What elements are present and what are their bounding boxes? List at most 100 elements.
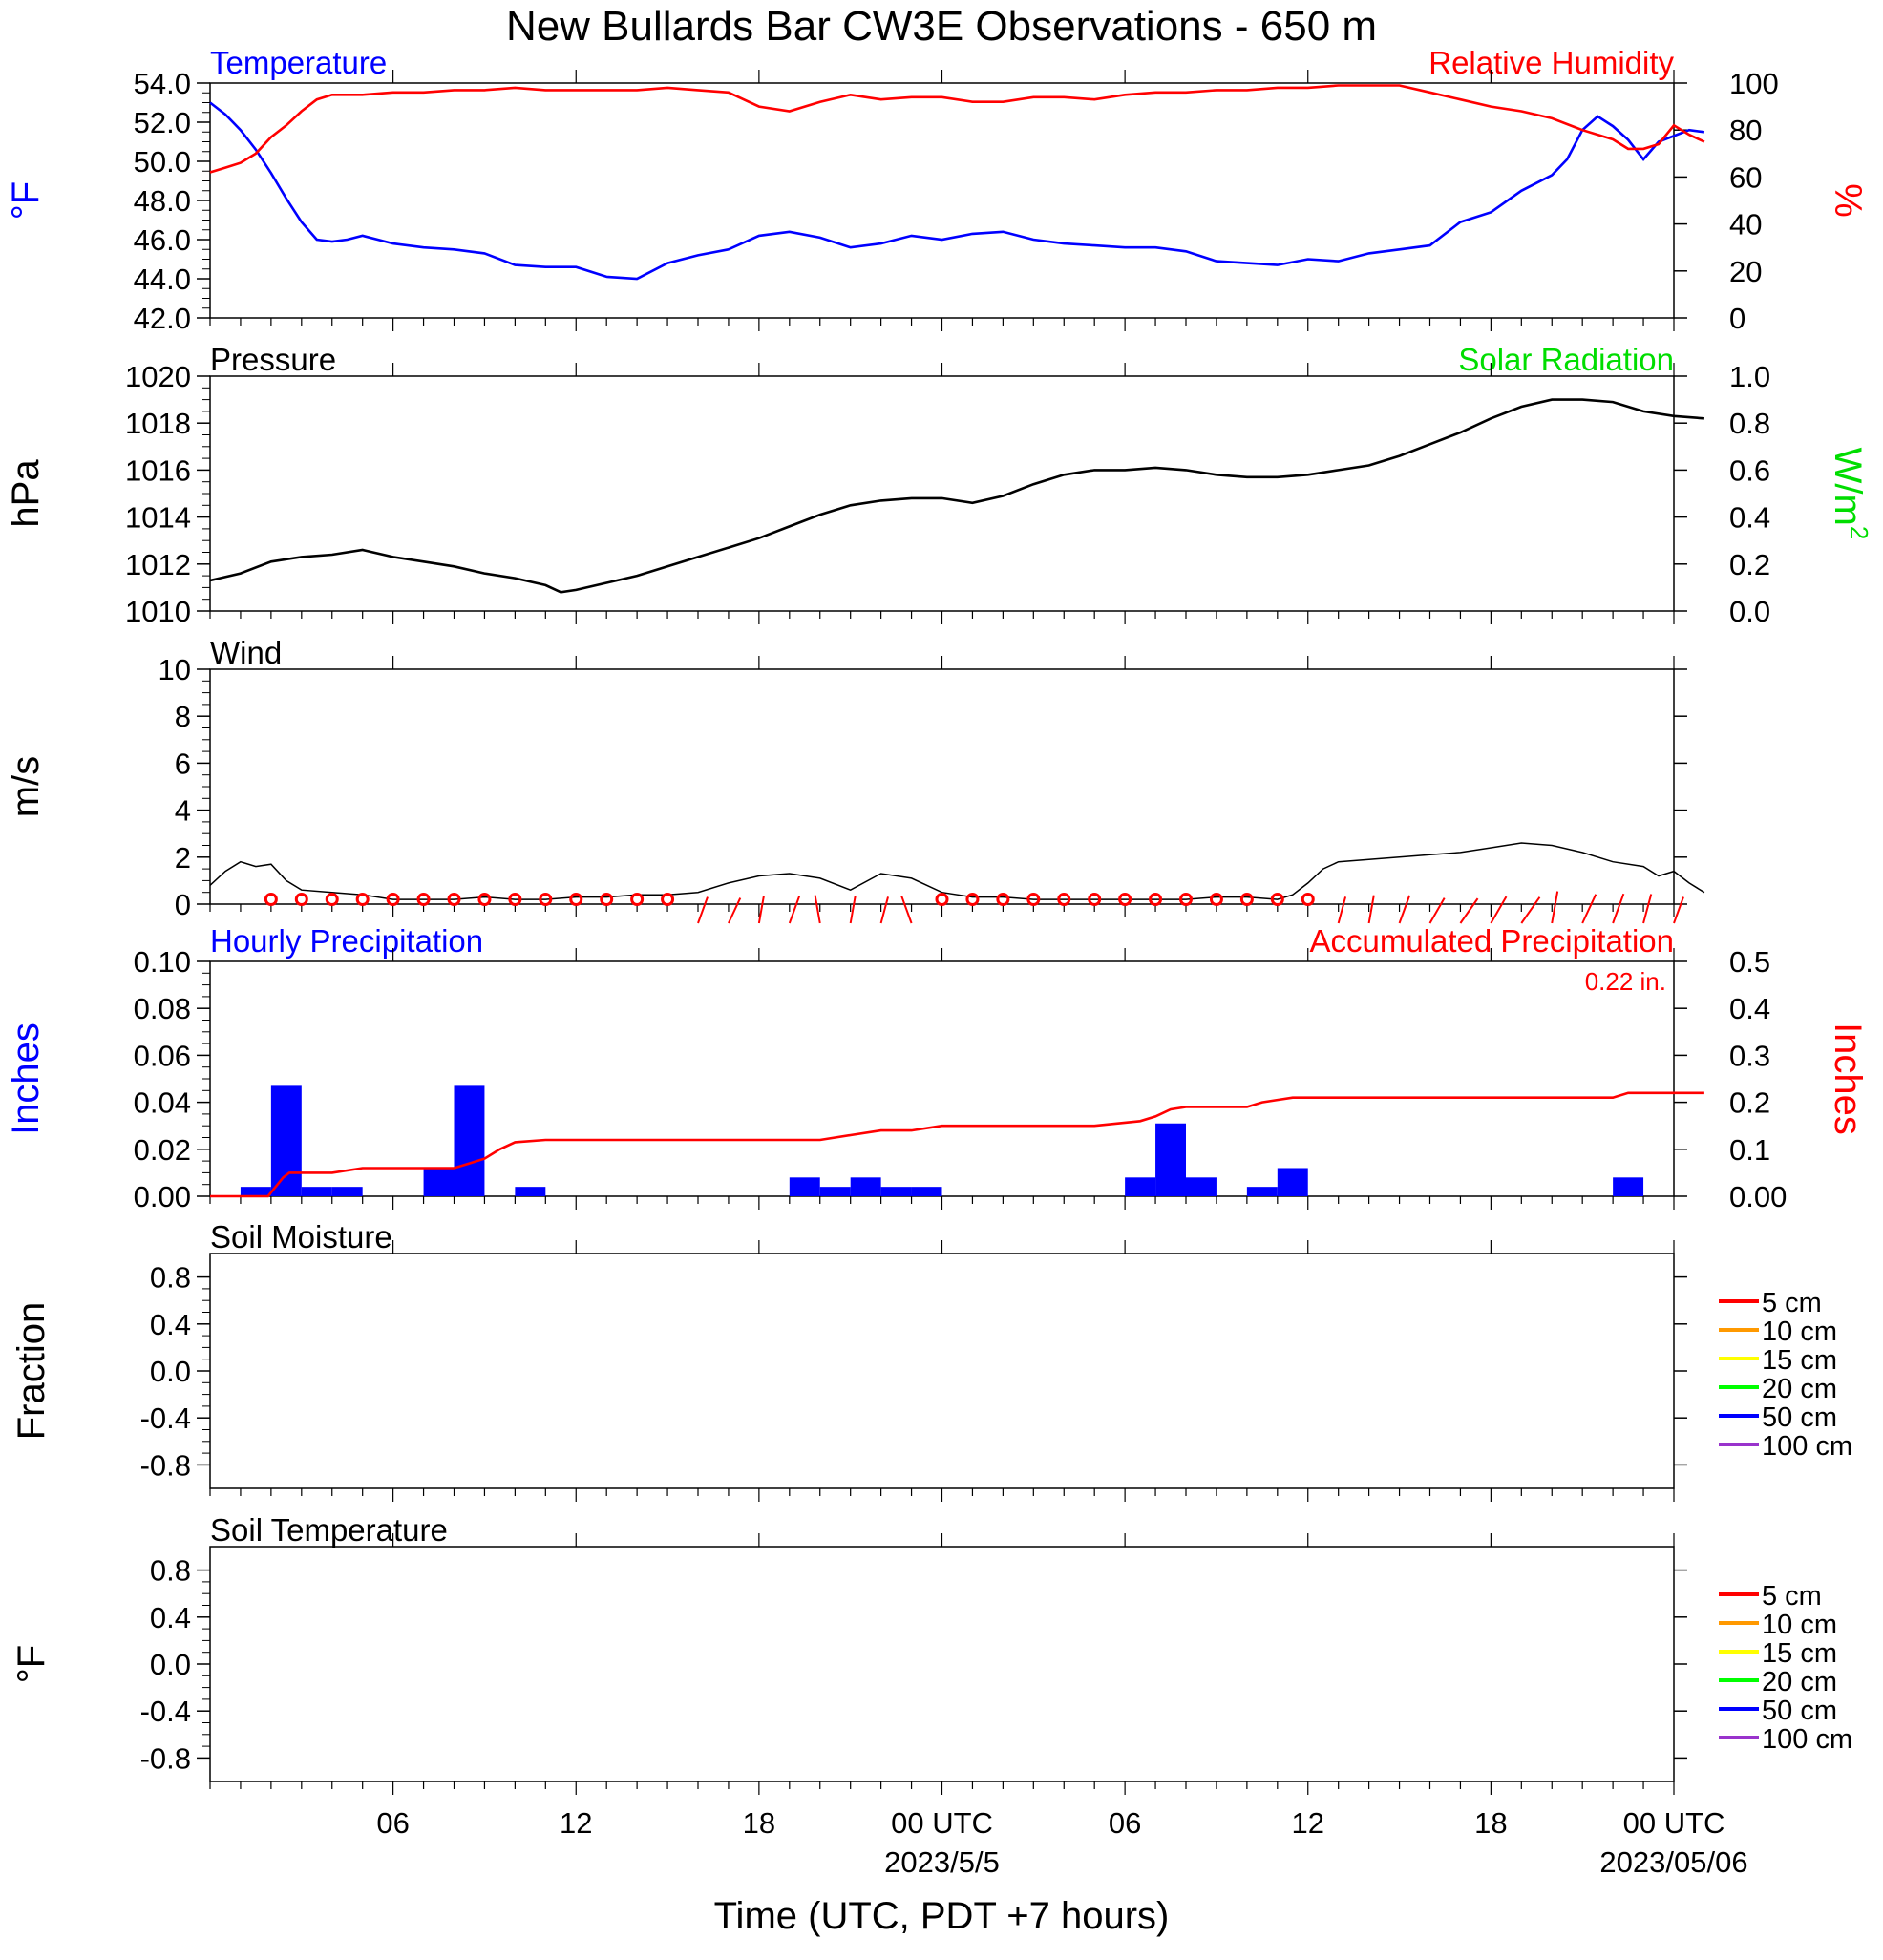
x-tick-label: 12 — [560, 1806, 592, 1840]
x-tick-label: 06 — [1109, 1806, 1141, 1840]
solar-unit-sup: 2 — [1845, 526, 1873, 539]
y-tick-label: 0.06 — [134, 1039, 191, 1072]
legend-label: 10 cm — [1762, 1610, 1837, 1640]
y-right-tick-label: 0.3 — [1729, 1039, 1770, 1072]
wind-barb — [1551, 891, 1559, 924]
y-tick-label: 46.0 — [134, 223, 191, 257]
y-tick-label: 0.4 — [150, 1308, 191, 1341]
soil-moisture-axis-label: Fraction — [11, 1302, 53, 1441]
date-label: 2023/05/06 — [1599, 1845, 1747, 1879]
wind-calm-marker — [1057, 893, 1071, 906]
wind-calm-marker — [477, 893, 492, 906]
wind-calm-marker — [600, 893, 614, 906]
wind-barb — [728, 897, 742, 924]
y-tick-label: 4 — [175, 794, 191, 828]
temperature-title: Temperature — [210, 45, 387, 80]
time-ticks: 06 12 18 00 UTC 06 12 18 00 UTC 2023/5/5 2023/05/… — [209, 1533, 1748, 1879]
temperature-line — [209, 101, 1705, 281]
wind-calm-marker — [996, 893, 1010, 906]
legend-label: 20 cm — [1762, 1374, 1837, 1404]
wind-barb — [849, 896, 857, 924]
y-tick-label: 1020 — [125, 360, 191, 393]
wind-barb — [879, 896, 889, 924]
legend-label: 20 cm — [1762, 1667, 1837, 1697]
y-tick-label: 1018 — [125, 407, 191, 440]
wind-calm-marker — [355, 893, 370, 906]
y-tick-label: 2 — [175, 841, 191, 875]
y-right-tick-label: 1.0 — [1729, 360, 1770, 393]
relative-humidity-line — [209, 84, 1705, 174]
wind-calm-marker — [1149, 893, 1163, 906]
wind-calm-marker — [294, 893, 308, 906]
wind-calm-marker — [1301, 893, 1315, 906]
panel-frame — [209, 1546, 1675, 1782]
wind-speed-line — [209, 842, 1705, 900]
hourly-precip-axis-label: Inches — [5, 1022, 47, 1135]
wind-barb — [1459, 897, 1479, 924]
legend-label: 15 cm — [1762, 1638, 1837, 1669]
panel-wind: Wind m/s 10 8 6 4 2 0 — [5, 635, 1705, 924]
precip-bar — [301, 1187, 332, 1196]
wind-calm-marker — [1239, 893, 1254, 906]
soil-temperature-unit: °F — [11, 1645, 53, 1683]
pressure-title: Pressure — [210, 342, 336, 377]
pressure-ticks: 1020 1018 1016 1014 1012 1010 — [125, 360, 210, 628]
wind-barb — [1673, 896, 1684, 924]
wind-barb — [1581, 894, 1597, 924]
precip-bar — [454, 1085, 485, 1196]
temperature-unit: °F — [5, 181, 47, 220]
precip-total-label: 0.22 in. — [1585, 967, 1666, 996]
x-axis-label: Time (UTC, PDT +7 hours) — [714, 1895, 1170, 1937]
wind-calm-marker — [965, 893, 980, 906]
wind-calm-marker — [935, 893, 949, 906]
legend-label: 50 cm — [1762, 1402, 1837, 1433]
precip-series — [210, 1085, 1704, 1198]
y-right-tick-label: 20 — [1729, 255, 1762, 288]
x-tick-label: 00 UTC — [891, 1806, 993, 1840]
y-tick-label: 52.0 — [134, 106, 191, 139]
y-right-tick-label: 0 — [1729, 302, 1745, 335]
soil-temperature-title: Soil Temperature — [210, 1512, 448, 1548]
wind-barb — [1398, 895, 1411, 924]
precip-bar — [515, 1187, 546, 1196]
y-right-tick-label: 0.00 — [1729, 1180, 1787, 1213]
y-tick-label: -0.8 — [140, 1741, 191, 1775]
y-right-tick-label: 40 — [1729, 208, 1762, 242]
wind-calm-marker — [661, 893, 675, 906]
y-tick-label: 0.10 — [134, 945, 191, 979]
wind-calm-marker — [264, 893, 278, 906]
solar-ticks: 1.0 0.8 0.6 0.4 0.2 0.0 — [1674, 360, 1770, 628]
y-tick-label: 0.8 — [150, 1261, 191, 1295]
y-tick-label: 0.4 — [150, 1601, 191, 1634]
wind-calm-marker — [447, 893, 461, 906]
y-tick-label: 48.0 — [134, 184, 191, 218]
time-ticks — [209, 363, 1675, 624]
temperature-axis-label: °F — [5, 181, 47, 220]
y-tick-label: 1010 — [125, 595, 191, 628]
solar-unit: W/m — [1827, 448, 1869, 526]
y-tick-label: 1012 — [125, 548, 191, 581]
precip-bar — [270, 1085, 302, 1196]
humidity-axis-label: % — [1827, 183, 1869, 218]
y-tick-label: 1016 — [125, 453, 191, 487]
solar-title: Solar Radiation — [1458, 342, 1674, 377]
temp-rh-series — [209, 84, 1705, 281]
y-tick-label: 54.0 — [134, 67, 191, 100]
y-tick-label: 0.04 — [134, 1086, 191, 1120]
humidity-title: Relative Humidity — [1428, 45, 1674, 80]
legend-label: 100 cm — [1762, 1724, 1852, 1755]
accumulated-precipitation-line — [210, 1091, 1704, 1198]
panel-pressure-solar: Pressure Solar Radiation hPa W/m2 102010… — [5, 342, 1873, 628]
panel-soil-temperature: Soil Temperature °F 0.8 0.4 0.0 -0.4 -0.8 06… — [11, 1512, 1852, 1879]
legend-label: 5 cm — [1762, 1581, 1822, 1612]
y-tick-label: 0 — [175, 888, 191, 921]
wind-calm-marker — [1270, 893, 1284, 906]
precip-bar — [880, 1187, 912, 1196]
y-right-tick-label: 0.4 — [1729, 501, 1770, 535]
legend-label: 5 cm — [1762, 1288, 1822, 1318]
wind-barb — [900, 896, 913, 924]
precip-bar — [331, 1187, 363, 1196]
